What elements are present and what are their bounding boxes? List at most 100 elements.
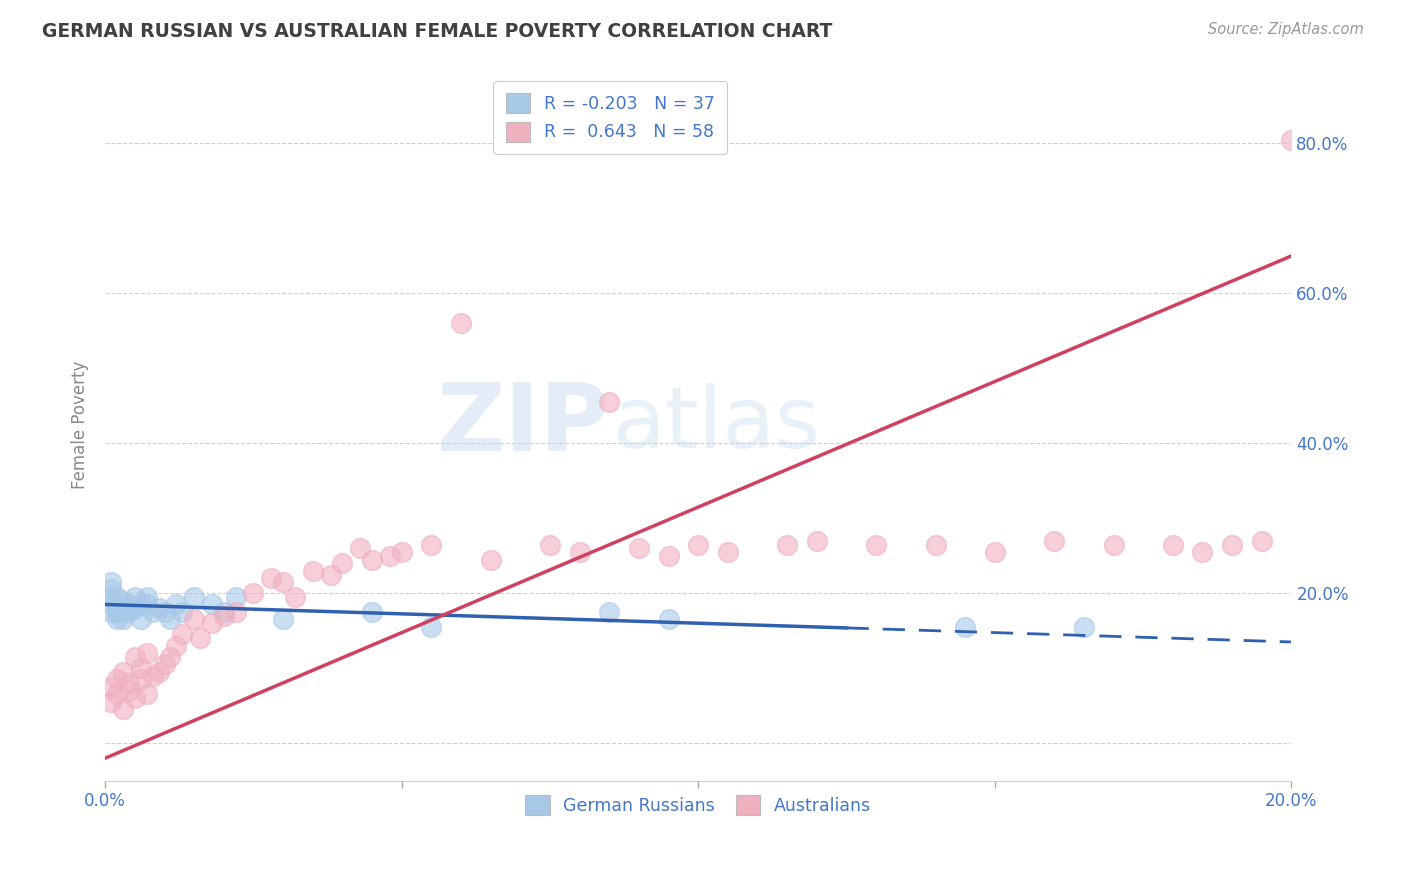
Point bbox=[172, 605, 194, 619]
Point bbox=[153, 605, 176, 619]
Point bbox=[124, 650, 146, 665]
Point bbox=[420, 620, 443, 634]
Point bbox=[129, 661, 152, 675]
Point bbox=[153, 657, 176, 672]
Text: Source: ZipAtlas.com: Source: ZipAtlas.com bbox=[1208, 22, 1364, 37]
Point bbox=[105, 688, 128, 702]
Point bbox=[124, 691, 146, 706]
Point bbox=[100, 695, 122, 709]
Point bbox=[129, 598, 152, 612]
Point bbox=[984, 545, 1007, 559]
Point bbox=[111, 702, 134, 716]
Point bbox=[111, 593, 134, 607]
Point bbox=[100, 598, 122, 612]
Point bbox=[111, 612, 134, 626]
Point bbox=[1102, 537, 1125, 551]
Point bbox=[1043, 533, 1066, 548]
Point bbox=[924, 537, 946, 551]
Point bbox=[188, 631, 211, 645]
Point bbox=[1281, 133, 1303, 147]
Point bbox=[212, 605, 235, 619]
Point bbox=[165, 639, 187, 653]
Point bbox=[1250, 533, 1272, 548]
Point bbox=[100, 582, 122, 597]
Point bbox=[111, 665, 134, 679]
Point bbox=[135, 598, 157, 612]
Point bbox=[271, 574, 294, 589]
Point bbox=[100, 680, 122, 694]
Text: GERMAN RUSSIAN VS AUSTRALIAN FEMALE POVERTY CORRELATION CHART: GERMAN RUSSIAN VS AUSTRALIAN FEMALE POVE… bbox=[42, 22, 832, 41]
Point bbox=[135, 646, 157, 660]
Point bbox=[538, 537, 561, 551]
Point bbox=[118, 598, 141, 612]
Point bbox=[1220, 537, 1243, 551]
Point bbox=[349, 541, 371, 556]
Point bbox=[361, 605, 384, 619]
Point bbox=[284, 590, 307, 604]
Point bbox=[159, 650, 181, 665]
Point bbox=[105, 673, 128, 687]
Point bbox=[242, 586, 264, 600]
Point bbox=[1161, 537, 1184, 551]
Point bbox=[201, 598, 224, 612]
Point bbox=[135, 688, 157, 702]
Point bbox=[301, 564, 323, 578]
Point bbox=[658, 612, 681, 626]
Point bbox=[806, 533, 828, 548]
Point bbox=[568, 545, 591, 559]
Legend: German Russians, Australians: German Russians, Australians bbox=[515, 784, 882, 825]
Point bbox=[172, 627, 194, 641]
Point bbox=[142, 669, 165, 683]
Point bbox=[1073, 620, 1095, 634]
Point bbox=[378, 549, 401, 563]
Point bbox=[183, 612, 205, 626]
Point bbox=[1191, 545, 1213, 559]
Point bbox=[598, 395, 620, 409]
Point bbox=[118, 605, 141, 619]
Point bbox=[129, 612, 152, 626]
Point bbox=[129, 673, 152, 687]
Point bbox=[118, 676, 141, 690]
Point bbox=[165, 598, 187, 612]
Text: ZIP: ZIP bbox=[436, 378, 609, 471]
Point bbox=[319, 567, 342, 582]
Point bbox=[124, 601, 146, 615]
Point bbox=[420, 537, 443, 551]
Point bbox=[100, 605, 122, 619]
Point bbox=[212, 608, 235, 623]
Point bbox=[100, 574, 122, 589]
Point bbox=[865, 537, 887, 551]
Point bbox=[183, 590, 205, 604]
Point bbox=[105, 590, 128, 604]
Point bbox=[776, 537, 799, 551]
Point bbox=[148, 601, 170, 615]
Point bbox=[201, 616, 224, 631]
Point bbox=[225, 605, 247, 619]
Point bbox=[118, 683, 141, 698]
Point bbox=[955, 620, 977, 634]
Point bbox=[688, 537, 710, 551]
Point bbox=[450, 317, 472, 331]
Point bbox=[159, 612, 181, 626]
Point bbox=[260, 571, 283, 585]
Point bbox=[627, 541, 650, 556]
Point bbox=[105, 612, 128, 626]
Y-axis label: Female Poverty: Female Poverty bbox=[72, 360, 89, 489]
Point bbox=[361, 552, 384, 566]
Point bbox=[135, 590, 157, 604]
Point bbox=[658, 549, 681, 563]
Point bbox=[111, 605, 134, 619]
Point bbox=[391, 545, 413, 559]
Point bbox=[225, 590, 247, 604]
Point bbox=[105, 605, 128, 619]
Point bbox=[271, 612, 294, 626]
Text: atlas: atlas bbox=[613, 383, 821, 467]
Point bbox=[148, 665, 170, 679]
Point bbox=[100, 590, 122, 604]
Point bbox=[332, 556, 354, 570]
Point bbox=[142, 605, 165, 619]
Point bbox=[479, 552, 502, 566]
Point bbox=[717, 545, 740, 559]
Point bbox=[124, 590, 146, 604]
Point bbox=[598, 605, 620, 619]
